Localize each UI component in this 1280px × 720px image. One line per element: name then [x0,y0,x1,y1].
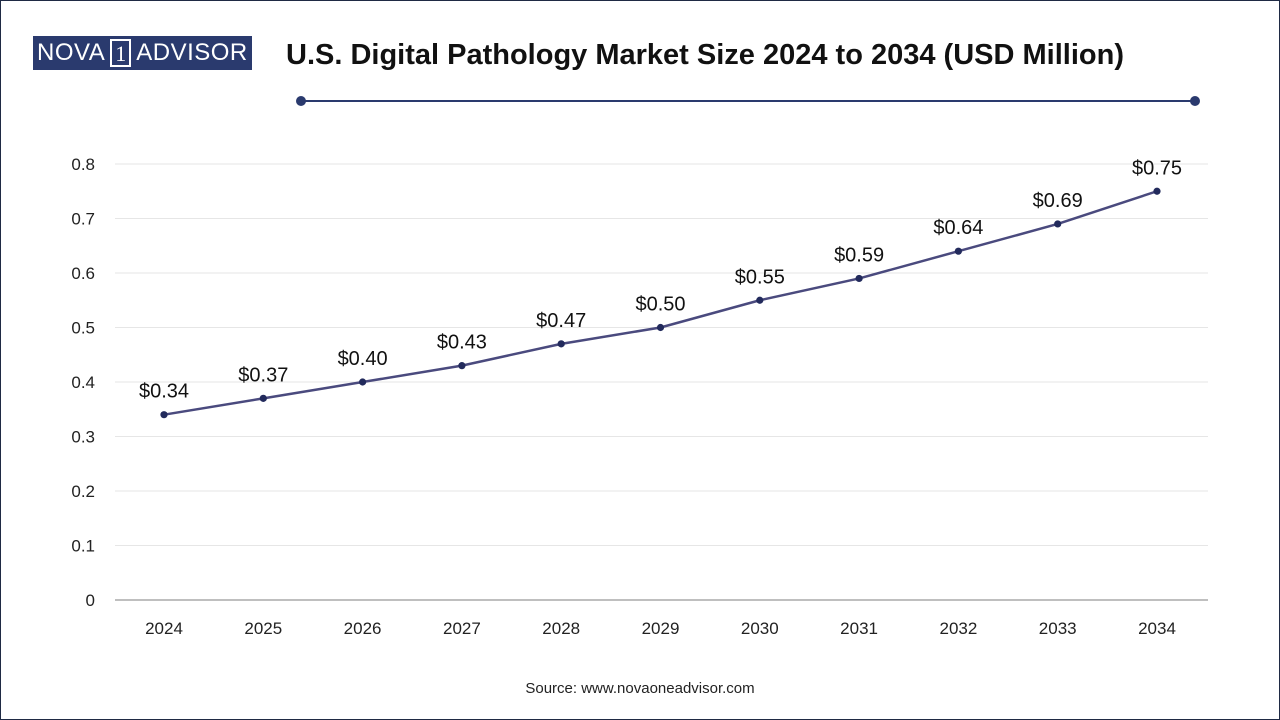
y-tick-label: 0.2 [71,482,95,501]
data-point [458,362,466,370]
title-underline [296,96,1200,106]
data-point [855,274,863,283]
x-tick-label: 2029 [642,619,680,638]
data-point [756,296,764,304]
data-point [954,247,963,255]
data-point [359,378,367,386]
data-point [160,411,168,419]
logo-text-nova: NOVA [37,39,106,66]
data-point [656,323,665,332]
y-tick-label: 0.3 [71,428,95,447]
data-label: $0.69 [1033,190,1083,212]
underline-dot-left [296,96,306,106]
y-tick-label: 0 [86,591,95,610]
data-label: $0.40 [338,348,388,370]
logo-text-advisor: ADVISOR [136,39,248,66]
data-point [1153,187,1161,195]
data-label: $0.64 [933,217,983,239]
x-tick-label: 2028 [542,619,580,638]
data-label: $0.50 [635,294,685,316]
data-label: $0.43 [437,332,487,354]
x-tick-label: 2034 [1138,619,1176,638]
data-point [1054,220,1062,228]
data-label: $0.34 [139,381,189,403]
y-tick-label: 0.5 [71,319,95,338]
data-point [259,394,267,402]
x-tick-label: 2027 [443,619,481,638]
y-tick-label: 0.6 [71,264,95,283]
x-tick-label: 2032 [939,619,977,638]
x-tick-label: 2033 [1039,619,1077,638]
y-tick-label: 0.1 [71,537,95,556]
data-label: $0.37 [238,364,288,386]
x-tick-label: 2026 [344,619,382,638]
data-label: $0.47 [536,310,586,332]
data-label: $0.59 [834,244,884,266]
x-tick-label: 2030 [741,619,779,638]
x-tick-label: 2024 [145,619,183,638]
x-tick-label: 2031 [840,619,878,638]
source-note: Source: www.novaoneadvisor.com [525,680,755,697]
y-tick-label: 0.7 [71,210,95,229]
chart-title: U.S. Digital Pathology Market Size 2024 … [286,39,1124,71]
y-tick-label: 0.8 [71,155,95,174]
data-label: $0.55 [735,266,785,288]
data-label: $0.75 [1132,157,1182,179]
y-tick-label: 0.4 [71,373,95,392]
underline-dot-right [1190,96,1200,106]
x-tick-label: 2025 [244,619,282,638]
data-point [557,340,565,348]
brand-logo: NOVA 1 ADVISOR [33,36,252,70]
logo-text-one: 1 [110,39,132,67]
